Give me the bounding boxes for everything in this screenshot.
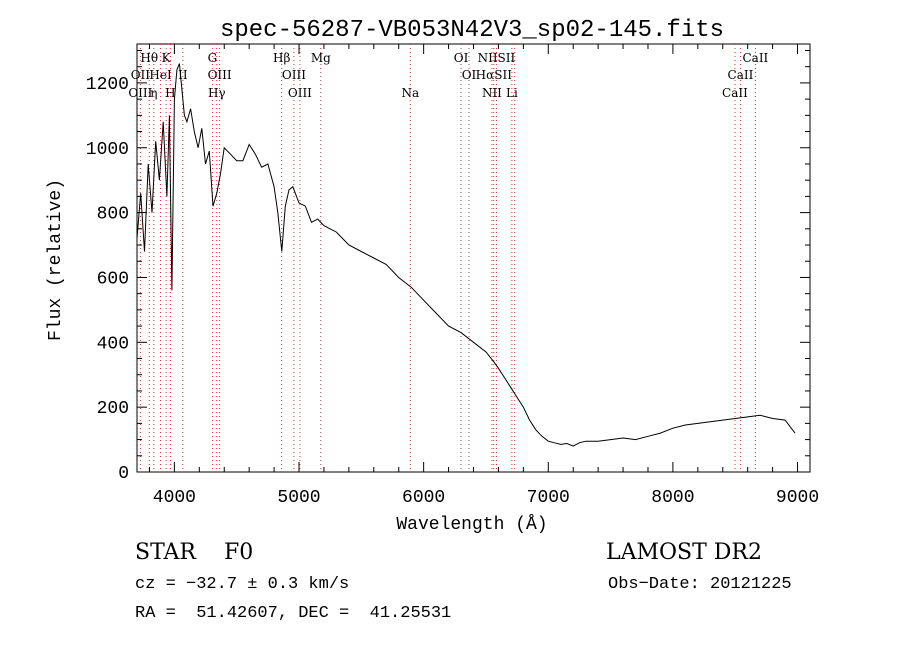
- spectral-line-label: HeI: [149, 68, 172, 82]
- x-axis-label: Wavelength (Å): [396, 514, 547, 535]
- y-tick-label: 0: [118, 464, 129, 484]
- y-axis-ticks: 0 200 400 600 800 1000 1200: [86, 50, 810, 484]
- spectral-line-markers: [140, 44, 755, 472]
- spectral-line-label: OIII: [282, 68, 306, 82]
- spectral-line-label: HαSII: [476, 68, 513, 82]
- spectral-line-label: Hγ: [208, 86, 226, 100]
- spectral-line-label: Li: [506, 86, 518, 100]
- y-tick-label: 1200: [86, 75, 129, 95]
- spectral-line-label: NII: [482, 86, 502, 100]
- y-tick-label: 1000: [86, 140, 129, 160]
- spectral-line-label: OIII: [128, 86, 152, 100]
- y-tick-label: 400: [97, 334, 129, 354]
- x-tick-label: 5000: [277, 488, 320, 508]
- x-tick-label: 4000: [153, 488, 196, 508]
- spectral-line-label: CaII: [728, 68, 754, 82]
- observation-date: Obs−Date: 20121225: [608, 575, 792, 594]
- spectral-line-label: OI: [454, 51, 469, 65]
- spectral-line-label: G: [208, 51, 218, 65]
- spectral-line-label: η: [150, 86, 157, 100]
- redshift-readout: cz = −32.7 ± 0.3 km/s: [135, 575, 349, 594]
- survey-label: LAMOST DR2: [606, 540, 762, 565]
- coordinates-readout: RA = 51.42607, DEC = 41.25531: [135, 604, 451, 623]
- chart-title: spec-56287-VB053N42V3_sp02-145.fits: [220, 17, 724, 44]
- spectral-line-label: Na: [401, 86, 419, 100]
- x-tick-label: 7000: [527, 488, 570, 508]
- spectral-line-label: NIISII: [478, 51, 516, 65]
- spectral-line-label: CaII: [722, 86, 748, 100]
- spectral-line-label: Mg: [311, 51, 331, 65]
- x-axis-ticks: 4000 5000 6000 7000 8000 9000: [149, 44, 819, 508]
- spectral-line-label: K: [162, 51, 172, 65]
- spectral-line-label: Hβ: [273, 51, 290, 65]
- plot-frame: [137, 44, 810, 472]
- spectral-line-label: OII: [131, 68, 151, 82]
- y-axis-label: Flux (relative): [46, 179, 66, 341]
- x-tick-label: 6000: [402, 488, 445, 508]
- x-tick-label: 8000: [651, 488, 694, 508]
- y-tick-label: 600: [97, 269, 129, 289]
- spectral-line-label: OI: [462, 68, 477, 82]
- spectral-line-label: OIII: [288, 86, 312, 100]
- spectral-line-label: OIII: [208, 68, 232, 82]
- spectrum-series-line: [137, 64, 795, 447]
- x-tick-label: 9000: [776, 488, 819, 508]
- y-tick-label: 800: [97, 205, 129, 225]
- y-tick-label: 200: [97, 399, 129, 419]
- spectral-line-label: Hθ: [140, 51, 158, 65]
- object-class-label: STAR F0: [135, 540, 253, 565]
- spectral-line-label: CaII: [742, 51, 768, 65]
